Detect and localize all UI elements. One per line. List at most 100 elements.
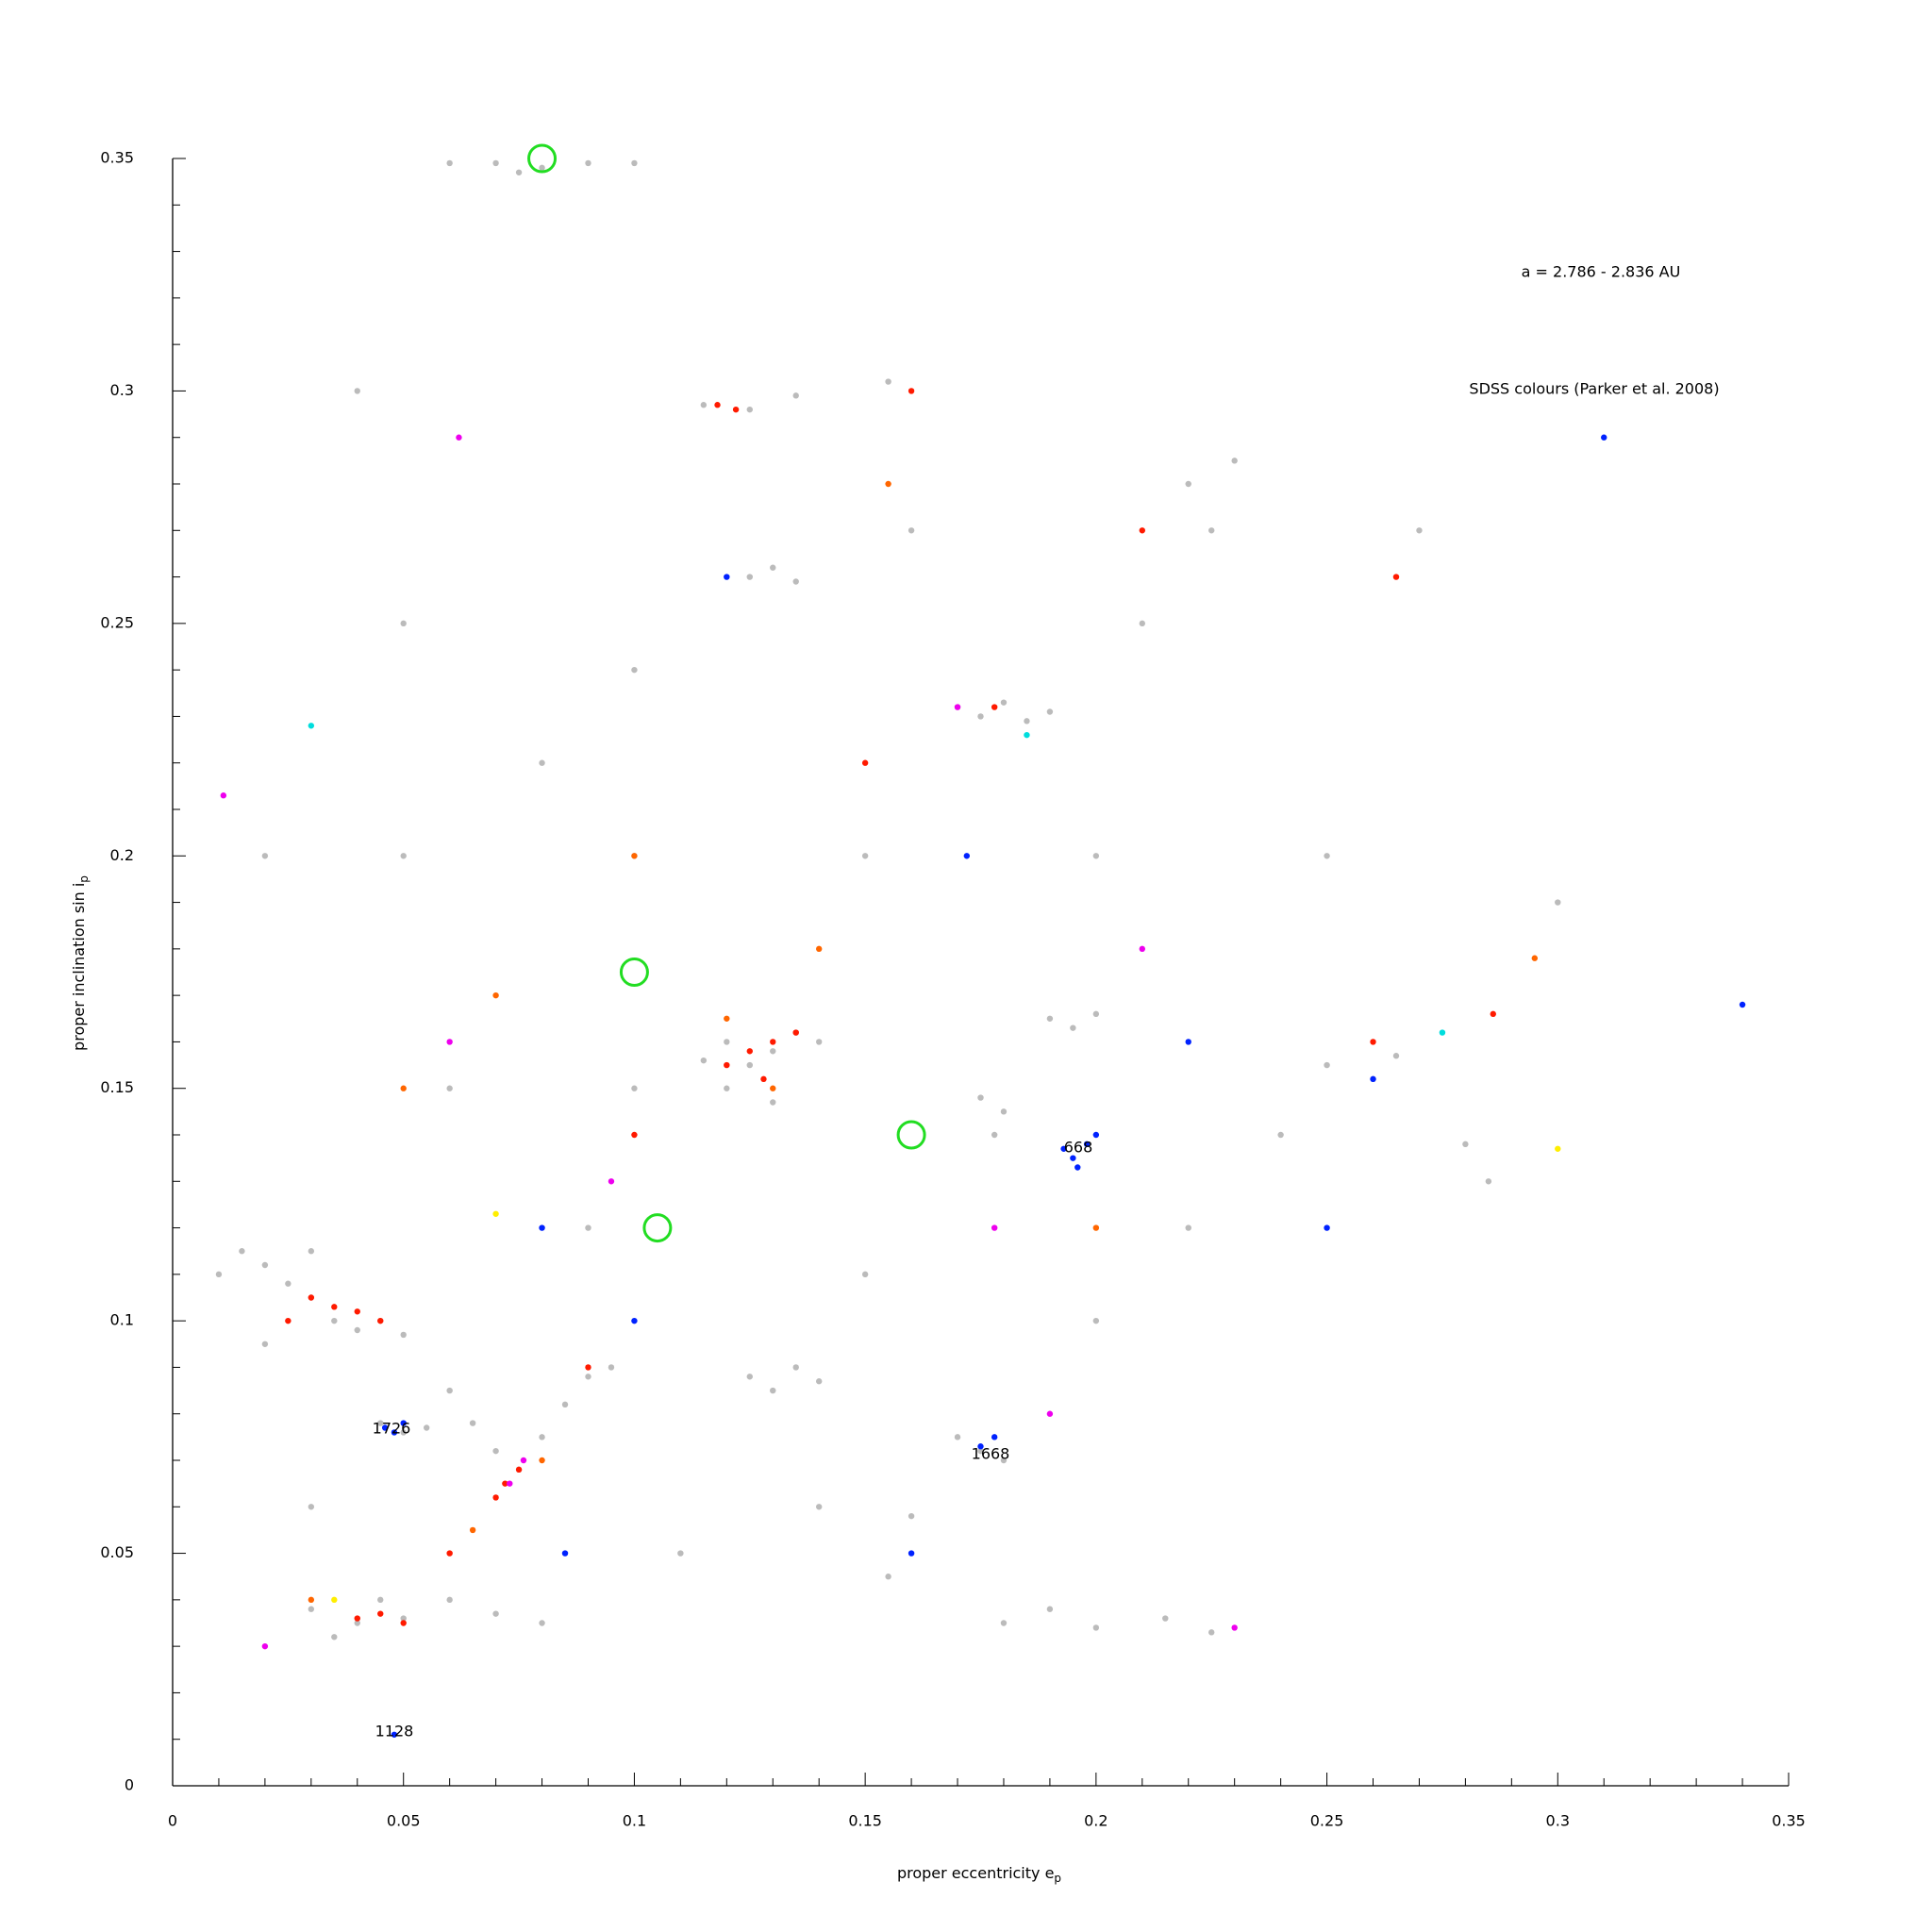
asteroid-point [816, 945, 823, 953]
asteroid-point [308, 723, 315, 729]
x-tick-label: 0.3 [1546, 1812, 1570, 1830]
asteroid-point [991, 1224, 998, 1231]
asteroid-point [724, 574, 730, 580]
asteroid-point [377, 1610, 384, 1617]
asteroid-point [492, 159, 499, 167]
asteroid-point [792, 578, 799, 585]
asteroid-point [261, 1642, 269, 1650]
asteroid-point [1000, 1108, 1008, 1115]
asteroid-point [492, 1610, 499, 1617]
annotation: 1668 [972, 1445, 1010, 1463]
asteroid-point [991, 704, 998, 710]
asteroid-point [1092, 1131, 1100, 1139]
asteroid-point [239, 1248, 245, 1255]
asteroid-point [1046, 1606, 1054, 1612]
asteroid-point [539, 164, 545, 172]
asteroid-point [261, 853, 269, 859]
highlight-ring [527, 143, 558, 174]
asteroid-point [954, 1434, 961, 1441]
annotation: SDSS colours (Parker et al. 2008) [1469, 380, 1719, 398]
y-tick-label: 0.2 [110, 846, 134, 864]
asteroid-point [354, 1308, 360, 1315]
asteroid-point [585, 1374, 591, 1380]
asteroid-point [1370, 1039, 1376, 1045]
asteroid-point [492, 1210, 499, 1217]
asteroid-point [1000, 699, 1008, 706]
asteroid-point [1324, 1061, 1330, 1069]
asteroid-point [746, 1048, 753, 1055]
asteroid-point [331, 1317, 338, 1324]
asteroid-point [908, 1512, 915, 1520]
asteroid-point [1024, 731, 1030, 739]
asteroid-point [1046, 1015, 1054, 1022]
asteroid-point [760, 1075, 767, 1083]
asteroid-point [502, 1480, 508, 1487]
asteroid-point [1000, 1620, 1008, 1626]
asteroid-point [724, 1085, 730, 1091]
y-axis-label: proper inclination sin ip [70, 875, 91, 1051]
asteroid-point [261, 1341, 269, 1347]
asteroid-point [391, 1429, 398, 1436]
asteroid-point [608, 1364, 615, 1371]
asteroid-point [746, 574, 753, 580]
asteroid-point [377, 1596, 384, 1604]
asteroid-point [816, 1504, 823, 1510]
asteroid-point [520, 1457, 527, 1464]
asteroid-point [507, 1480, 513, 1487]
asteroid-point [792, 392, 799, 399]
asteroid-point [377, 1317, 384, 1324]
highlight-ring [896, 1120, 926, 1150]
asteroid-point [400, 1615, 407, 1622]
asteroid-point [861, 1271, 869, 1278]
asteroid-point [792, 1364, 799, 1371]
asteroid-point [308, 1248, 315, 1255]
asteroid-point [1324, 853, 1330, 859]
asteroid-point [1092, 1224, 1100, 1231]
asteroid-point [308, 1294, 315, 1301]
asteroid-point [1531, 955, 1539, 961]
asteroid-point [1485, 1178, 1492, 1185]
asteroid-point [400, 1331, 407, 1339]
asteroid-point [1060, 1145, 1067, 1152]
asteroid-point [539, 1457, 545, 1464]
asteroid-point [331, 1634, 338, 1641]
asteroid-point [1139, 620, 1146, 627]
asteroid-point [631, 666, 638, 674]
asteroid-point [1555, 899, 1561, 906]
x-axis-label-sub: p [1054, 1872, 1061, 1885]
x-tick-label: 0.35 [1772, 1812, 1806, 1830]
asteroid-point [1208, 1629, 1215, 1636]
asteroid-point [354, 1326, 360, 1334]
highlight-ring [642, 1213, 673, 1243]
x-tick-label: 0 [168, 1812, 177, 1830]
asteroid-point [1092, 1317, 1100, 1324]
asteroid-point [285, 1280, 291, 1287]
x-axis-label-text: proper eccentricity e [897, 1864, 1054, 1882]
x-tick-label: 0.15 [848, 1812, 882, 1830]
asteroid-point [977, 1094, 984, 1101]
asteroid-point [1490, 1010, 1496, 1018]
asteroid-point [908, 1550, 915, 1557]
asteroid-point [1208, 527, 1215, 534]
asteroid-point [446, 1039, 453, 1045]
asteroid-point [308, 1596, 315, 1604]
asteroid-point [469, 1526, 476, 1534]
asteroid-point [539, 1224, 545, 1231]
asteroid-point [1070, 1024, 1076, 1031]
asteroid-point [1392, 1053, 1400, 1059]
x-tick-label: 0.05 [387, 1812, 421, 1830]
asteroid-point [561, 1401, 569, 1408]
asteroid-point [861, 759, 869, 766]
asteroid-point [354, 388, 360, 394]
y-tick-label: 0.35 [100, 149, 134, 167]
asteroid-point [746, 1374, 753, 1380]
annotation: 668 [1064, 1139, 1093, 1157]
asteroid-point [381, 1424, 389, 1431]
asteroid-point [446, 1550, 453, 1557]
asteroid-point [885, 1574, 891, 1580]
annotation: a = 2.786 - 2.836 AU [1522, 263, 1681, 281]
asteroid-point [446, 1085, 453, 1091]
x-tick-label: 0.1 [623, 1812, 646, 1830]
asteroid-point [770, 1048, 776, 1055]
asteroid-point [585, 159, 591, 167]
